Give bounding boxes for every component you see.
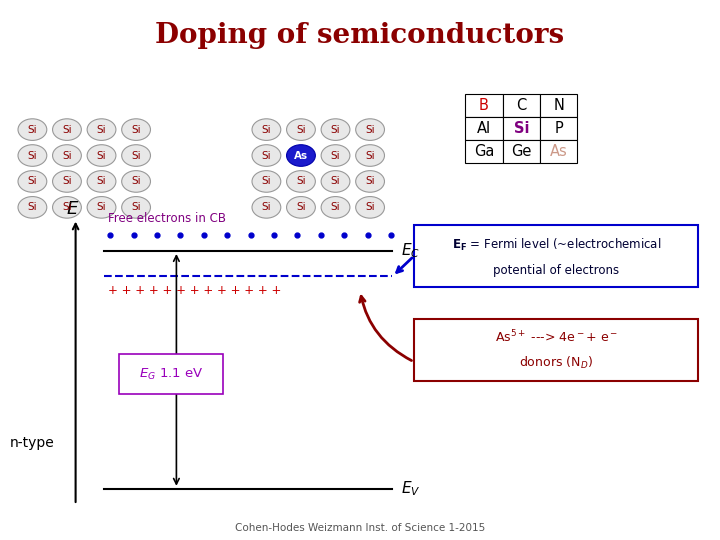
Text: Si: Si [330, 202, 341, 212]
Bar [414, 319, 698, 381]
Circle shape [53, 119, 81, 140]
Text: Si: Si [365, 125, 375, 134]
Circle shape [53, 145, 81, 166]
Circle shape [321, 145, 350, 166]
Bar [503, 140, 540, 163]
Bar [465, 140, 503, 163]
Circle shape [287, 197, 315, 218]
Text: Si: Si [27, 177, 37, 186]
Text: Si: Si [513, 121, 529, 136]
Text: Doping of semiconductors: Doping of semiconductors [156, 22, 564, 49]
Circle shape [18, 119, 47, 140]
Text: Si: Si [296, 125, 306, 134]
Circle shape [287, 119, 315, 140]
Text: n-type: n-type [10, 436, 55, 450]
Text: Si: Si [131, 151, 141, 160]
Circle shape [287, 145, 315, 166]
Text: Si: Si [62, 125, 72, 134]
Bar [503, 93, 540, 117]
Text: Si: Si [96, 202, 107, 212]
Circle shape [122, 145, 150, 166]
Bar [503, 117, 540, 140]
Text: Ge: Ge [511, 144, 531, 159]
Text: Si: Si [27, 151, 37, 160]
Circle shape [356, 171, 384, 192]
Circle shape [321, 197, 350, 218]
Circle shape [356, 145, 384, 166]
Circle shape [18, 145, 47, 166]
Text: E: E [66, 200, 78, 218]
Text: Si: Si [261, 151, 271, 160]
Circle shape [87, 119, 116, 140]
Circle shape [87, 197, 116, 218]
Text: Al: Al [477, 121, 491, 136]
Text: potential of electrons: potential of electrons [493, 265, 619, 278]
Bar [540, 93, 577, 117]
Bar [119, 354, 223, 394]
Circle shape [252, 171, 281, 192]
Circle shape [252, 119, 281, 140]
Text: Cohen-Hodes Weizmann Inst. of Science 1-2015: Cohen-Hodes Weizmann Inst. of Science 1-… [235, 523, 485, 533]
Circle shape [252, 197, 281, 218]
Circle shape [321, 119, 350, 140]
Bar [465, 93, 503, 117]
Text: B: B [479, 98, 489, 113]
Circle shape [356, 119, 384, 140]
Text: Si: Si [131, 177, 141, 186]
Text: $E_G$ 1.1 eV: $E_G$ 1.1 eV [139, 367, 203, 381]
Circle shape [356, 197, 384, 218]
Text: Ga: Ga [474, 144, 494, 159]
Text: Si: Si [365, 177, 375, 186]
Text: Si: Si [27, 125, 37, 134]
Circle shape [18, 171, 47, 192]
Circle shape [122, 197, 150, 218]
Text: Si: Si [62, 151, 72, 160]
Text: Free electrons in CB: Free electrons in CB [108, 212, 226, 225]
Bar [540, 117, 577, 140]
Circle shape [18, 197, 47, 218]
Text: donors (N$_D$): donors (N$_D$) [519, 355, 593, 371]
Circle shape [53, 171, 81, 192]
Text: $E_V$: $E_V$ [401, 480, 420, 498]
Text: As: As [550, 144, 567, 159]
Text: $\mathbf{E_F}$ = Fermi level (~electrochemical: $\mathbf{E_F}$ = Fermi level (~electroch… [451, 237, 661, 253]
Text: Si: Si [62, 177, 72, 186]
Circle shape [122, 119, 150, 140]
Text: Si: Si [96, 177, 107, 186]
Text: Si: Si [330, 125, 341, 134]
Text: N: N [553, 98, 564, 113]
Text: Si: Si [131, 202, 141, 212]
Text: Si: Si [296, 202, 306, 212]
Circle shape [53, 197, 81, 218]
Text: $E_C$: $E_C$ [401, 242, 420, 260]
Bar [465, 117, 503, 140]
Text: Si: Si [261, 125, 271, 134]
Text: Si: Si [330, 177, 341, 186]
Text: C: C [516, 98, 526, 113]
Text: Si: Si [96, 125, 107, 134]
Text: Si: Si [261, 177, 271, 186]
Bar [540, 140, 577, 163]
Text: Si: Si [62, 202, 72, 212]
Bar [414, 225, 698, 287]
Text: Si: Si [365, 151, 375, 160]
Text: Si: Si [131, 125, 141, 134]
Text: Si: Si [296, 177, 306, 186]
Text: P: P [554, 121, 563, 136]
Text: Si: Si [330, 151, 341, 160]
Circle shape [87, 171, 116, 192]
Circle shape [252, 145, 281, 166]
Text: As$^{5+}$ ---> 4e$^-$+ e$^-$: As$^{5+}$ ---> 4e$^-$+ e$^-$ [495, 329, 618, 346]
Circle shape [321, 171, 350, 192]
Circle shape [122, 171, 150, 192]
Text: Si: Si [27, 202, 37, 212]
Text: Si: Si [96, 151, 107, 160]
Text: As: As [294, 151, 308, 160]
Text: Si: Si [261, 202, 271, 212]
Text: Si: Si [365, 202, 375, 212]
Text: + + + + + + + + + + + + +: + + + + + + + + + + + + + [108, 284, 282, 297]
Circle shape [87, 145, 116, 166]
Circle shape [287, 171, 315, 192]
